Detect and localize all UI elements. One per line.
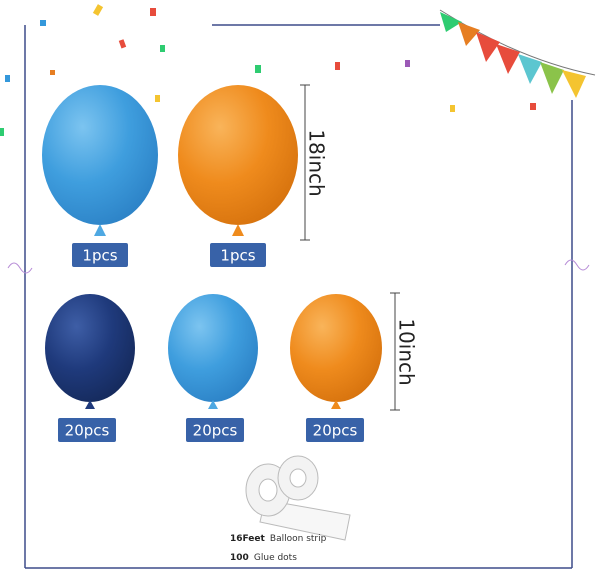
accessory-amount: 16Feet (230, 534, 266, 544)
small-size-indicator (390, 292, 400, 411)
small-balloons (45, 294, 382, 409)
size-label: 18inch (305, 129, 329, 196)
large-balloons (42, 85, 298, 236)
accessory-line: 16Feet Balloon strip (230, 526, 327, 545)
accessory-line: 100 Glue dots (230, 545, 297, 564)
count-label: 20pcs (313, 422, 358, 440)
large-size-indicator (300, 84, 310, 241)
count-label: 1pcs (220, 247, 255, 265)
count-label: 1pcs (82, 247, 117, 265)
accessory-amount: 100 (230, 553, 249, 563)
count-badge (72, 243, 128, 267)
count-label: 20pcs (193, 422, 238, 440)
size-label: 10inch (395, 318, 419, 385)
count-badge (306, 418, 364, 442)
accessory-name: Balloon strip (270, 534, 327, 544)
confetti (0, 4, 590, 274)
bunting (439, 9, 596, 98)
frame (24, 24, 573, 569)
count-badge (186, 418, 244, 442)
count-badge (58, 418, 116, 442)
glue-tape (245, 455, 351, 541)
count-badge (210, 243, 266, 267)
count-label: 20pcs (65, 422, 110, 440)
accessory-name: Glue dots (254, 553, 297, 563)
